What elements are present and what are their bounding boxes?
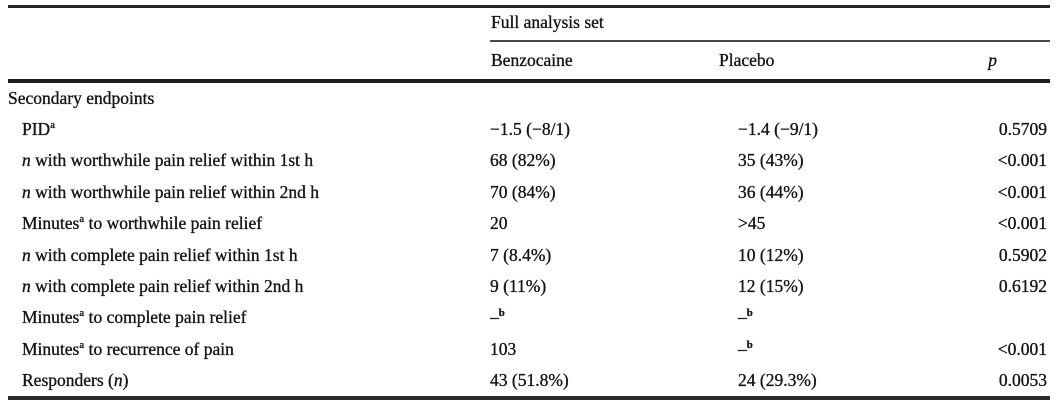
row-label: n with worthwhile pain relief within 1st… xyxy=(22,150,314,171)
row-label: n with worthwhile pain relief within 2nd… xyxy=(22,181,319,202)
table-row: Minutesa to worthwhile pain relief 20 >45 <… xyxy=(8,208,1050,239)
table-row: n with complete pain relief within 1st h… xyxy=(8,239,1050,270)
cell-placebo: –b xyxy=(738,338,753,359)
row-label: n with complete pain relief within 2nd h xyxy=(22,276,304,297)
cell-benzocaine: 43 (51.8%) xyxy=(490,370,569,391)
section-header: Secondary endpoints xyxy=(8,87,155,108)
cell-p: 0.5709 xyxy=(998,119,1048,140)
header-spacer xyxy=(8,40,490,83)
cell-benzocaine: –b xyxy=(490,307,505,328)
cell-p: 0.6192 xyxy=(998,276,1048,297)
cell-placebo: 12 (15%) xyxy=(738,276,804,297)
cell-benzocaine: 9 (11%) xyxy=(490,276,547,297)
table-row: Responders (n) 43 (51.8%) 24 (29.3%) 0.0053 xyxy=(8,365,1050,398)
header-spacer xyxy=(8,7,490,41)
column-header-p: p xyxy=(948,40,1051,83)
cell-benzocaine: 7 (8.4%) xyxy=(490,244,552,265)
spanner-label: Full analysis set xyxy=(490,6,1051,42)
row-label: PIDa xyxy=(22,119,56,140)
cell-p: <0.001 xyxy=(997,181,1048,202)
cell-p xyxy=(948,302,1050,333)
column-header-row: Benzocaine Placebo p xyxy=(8,40,1051,83)
row-label: Minutesa to worthwhile pain relief xyxy=(22,213,263,234)
table-row: Secondary endpoints xyxy=(8,81,1050,114)
cell-placebo: 24 (29.3%) xyxy=(738,370,817,391)
column-header-placebo: Placebo xyxy=(718,40,948,83)
column-header-benzocaine: Benzocaine xyxy=(490,40,718,83)
results-table: Full analysis set Benzocaine Placebo p S… xyxy=(8,5,1051,401)
row-label: Minutesa to recurrence of pain xyxy=(22,338,234,359)
cell-placebo: −1.4 (−9/1) xyxy=(738,119,819,140)
cell-placebo: 36 (44%) xyxy=(738,181,804,202)
cell-placebo: –b xyxy=(738,307,753,328)
cell-p: <0.001 xyxy=(997,150,1048,171)
table-row: n with complete pain relief within 2nd h… xyxy=(8,271,1050,302)
cell-benzocaine: −1.5 (−8/1) xyxy=(490,119,571,140)
table-body: Secondary endpoints PIDa −1.5 (−8/1) −1.4 (… xyxy=(8,81,1050,399)
cell-p: 0.0053 xyxy=(998,370,1048,391)
cell-placebo: >45 xyxy=(738,213,766,234)
cell-placebo: 10 (12%) xyxy=(738,244,804,265)
cell-benzocaine: 68 (82%) xyxy=(490,150,556,171)
cell-benzocaine: 70 (84%) xyxy=(490,181,556,202)
cell-p: <0.001 xyxy=(997,213,1048,234)
spanner-row: Full analysis set xyxy=(8,6,1051,42)
table-header: Full analysis set Benzocaine Placebo p xyxy=(8,6,1051,83)
table-row: n with worthwhile pain relief within 2nd… xyxy=(8,177,1050,208)
table-row: Minutesa to recurrence of pain 103 –b <0.00… xyxy=(8,334,1050,365)
cell-benzocaine: 103 xyxy=(490,338,517,359)
row-label: Responders (n) xyxy=(22,370,129,391)
table-row: PIDa −1.5 (−8/1) −1.4 (−9/1) 0.5709 xyxy=(8,114,1050,145)
cell-p: <0.001 xyxy=(997,338,1048,359)
table-row: Minutesa to complete pain relief –b –b xyxy=(8,302,1050,333)
cell-benzocaine: 20 xyxy=(490,213,508,234)
row-label: n with complete pain relief within 1st h xyxy=(22,244,298,265)
cell-placebo: 35 (43%) xyxy=(738,150,804,171)
cell-p: 0.5902 xyxy=(998,244,1048,265)
row-label: Minutesa to complete pain relief xyxy=(22,307,247,328)
table-row: n with worthwhile pain relief within 1st… xyxy=(8,145,1050,176)
